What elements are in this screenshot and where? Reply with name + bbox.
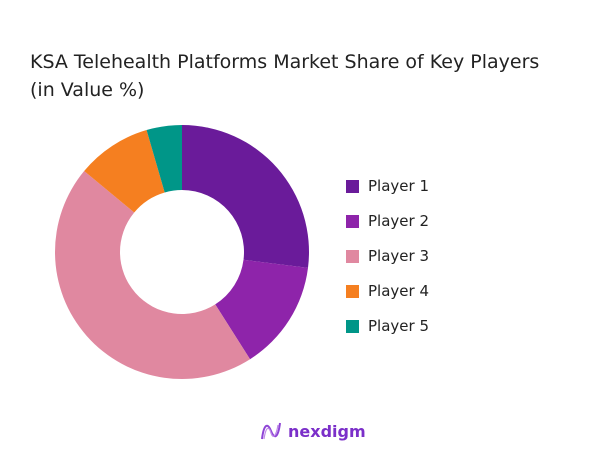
legend-swatch (346, 214, 359, 228)
legend-item-3: Player 3 (346, 247, 429, 265)
legend-label: Player 5 (368, 317, 429, 335)
legend-label: Player 4 (368, 282, 429, 300)
legend-item-2: Player 2 (346, 212, 429, 230)
legend-label: Player 1 (368, 177, 429, 195)
legend-item-5: Player 5 (346, 317, 429, 335)
slice-1 (182, 125, 309, 268)
nexdigm-logo: nexdigm (260, 421, 366, 441)
legend-swatch (346, 179, 359, 193)
chart-title: KSA Telehealth Platforms Market Share of… (30, 51, 540, 101)
legend-label: Player 3 (368, 247, 429, 265)
legend-swatch (346, 319, 359, 333)
legend-item-4: Player 4 (346, 282, 429, 300)
brand-name: nexdigm (288, 421, 366, 441)
slice-3 (55, 171, 251, 379)
slice-2 (215, 259, 308, 360)
legend-item-1: Player 1 (346, 177, 429, 195)
legend-swatch (346, 249, 359, 263)
slice-5 (146, 125, 182, 193)
legend-swatch (346, 284, 359, 298)
nexdigm-logo-icon (261, 422, 281, 440)
legend-label: Player 2 (368, 212, 429, 230)
slice-4 (84, 130, 165, 213)
